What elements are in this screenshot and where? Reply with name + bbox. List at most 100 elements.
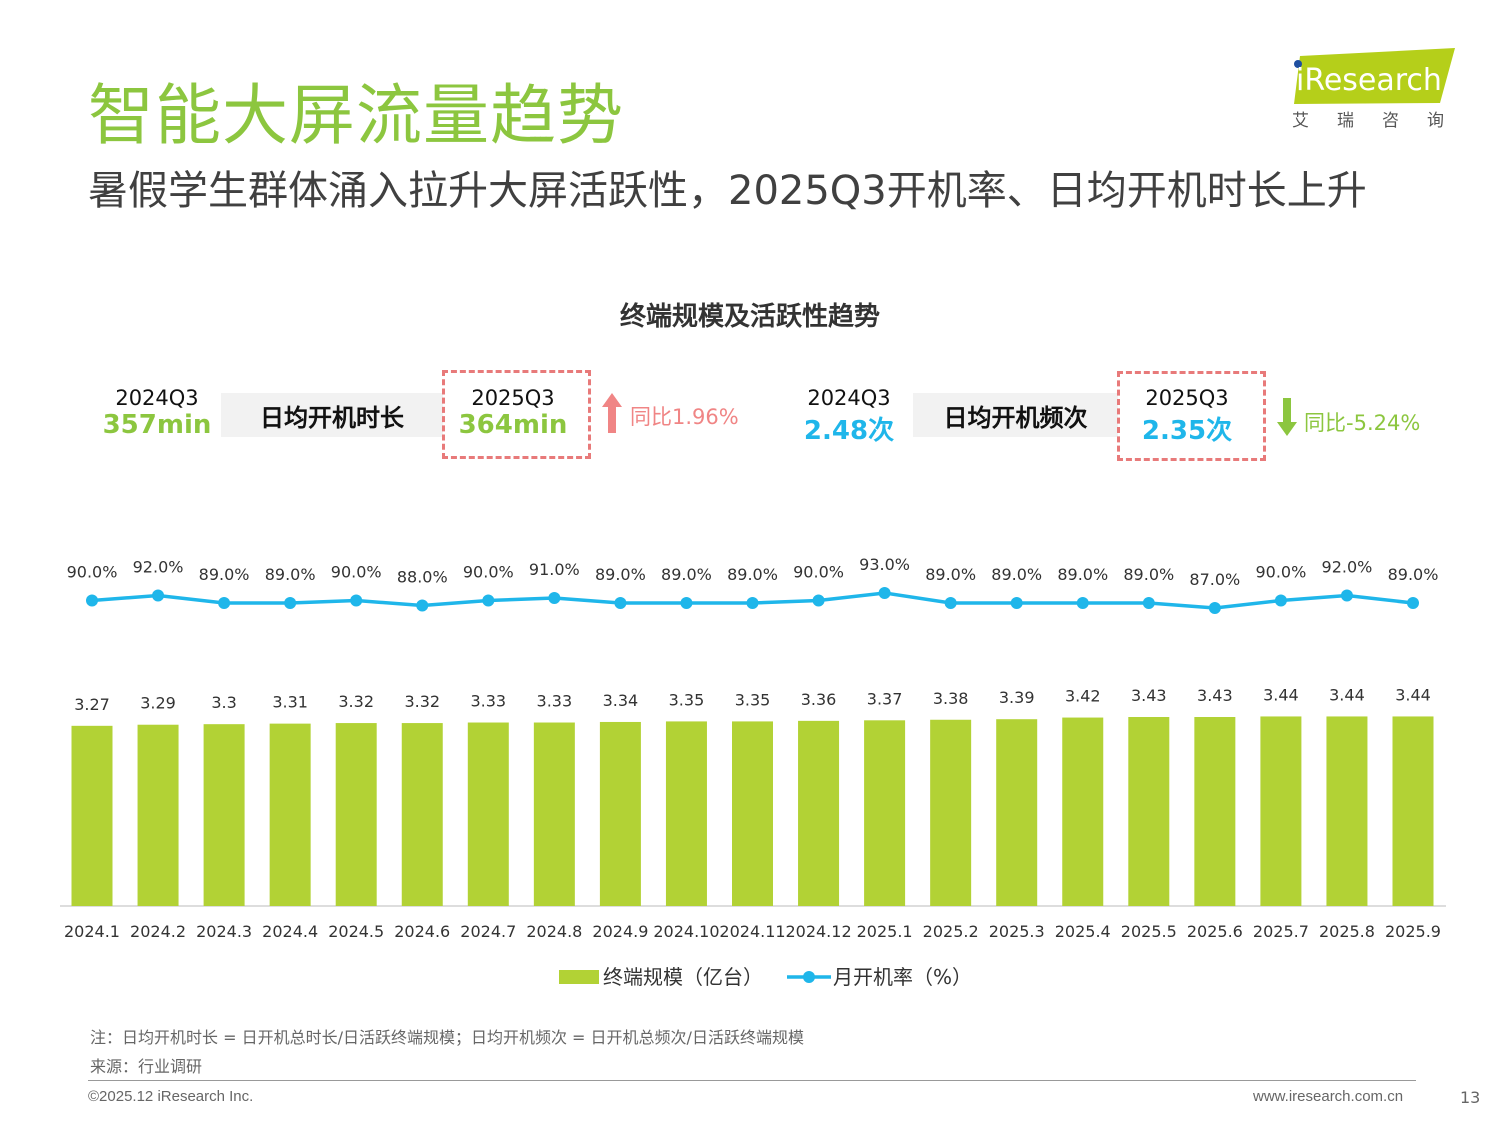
line-point <box>416 599 429 612</box>
bar-data-label: 3.44 <box>1263 685 1299 704</box>
kpi-duration-change: 同比1.96% <box>630 405 739 429</box>
legend-bar-swatch <box>559 970 599 984</box>
line-data-label: 90.0% <box>463 563 514 582</box>
line-point <box>944 597 957 609</box>
bar <box>732 721 773 906</box>
kpi-frequency-prev-value: 2.48次 <box>803 416 895 446</box>
line-data-label: 90.0% <box>67 563 118 582</box>
line-data-label: 89.0% <box>991 565 1042 584</box>
line-point <box>284 597 297 609</box>
page-number: 13 <box>1460 1088 1481 1107</box>
bar-data-label: 3.31 <box>272 693 308 712</box>
line-data-label: 89.0% <box>727 565 778 584</box>
x-tick-label: 2024.11 <box>719 922 785 941</box>
kpi-duration-prev-label: 2024Q3 <box>115 386 199 410</box>
line-point <box>878 587 891 599</box>
x-tick-label: 2025.7 <box>1253 922 1309 941</box>
bar-data-label: 3.33 <box>470 692 506 711</box>
x-tick-label: 2024.10 <box>653 922 719 941</box>
bar <box>1194 717 1236 906</box>
kpi-duration-prev-value: 357min <box>102 410 212 440</box>
bar-data-label: 3.34 <box>603 691 639 710</box>
x-tick-label: 2024.3 <box>196 922 252 941</box>
line-point <box>1010 597 1023 609</box>
x-tick-label: 2025.2 <box>923 922 979 941</box>
line-point <box>482 594 495 607</box>
bar-data-label: 3.27 <box>74 695 110 714</box>
line-data-label: 91.0% <box>529 560 580 579</box>
bar <box>864 720 906 906</box>
svg-text:iResearch: iResearch <box>1296 63 1442 98</box>
kpi-frequency-curr-value: 2.35次 <box>1141 416 1233 446</box>
bar-data-label: 3.42 <box>1065 687 1101 706</box>
legend-line-marker <box>803 971 815 983</box>
bar-data-label: 3.35 <box>669 690 705 709</box>
bar <box>269 723 311 906</box>
combo-chart: 3.27 2024.1 3.29 2024.2 3.3 2024.3 3.31 2024.4 3… <box>60 555 1446 989</box>
bar-data-label: 3.29 <box>140 694 176 713</box>
line-data-label: 87.0% <box>1189 570 1240 589</box>
line-data-label: 89.0% <box>1057 565 1108 584</box>
x-tick-label: 2025.6 <box>1187 922 1243 941</box>
line-point <box>218 597 231 609</box>
x-tick-label: 2025.8 <box>1319 922 1375 941</box>
line-point <box>812 594 825 607</box>
svg-text:艾瑞咨询: 艾瑞咨询 <box>1292 111 1460 131</box>
bar <box>467 722 509 906</box>
kpi-duration-metric: 日均开机时长 <box>221 393 443 437</box>
x-tick-label: 2025.9 <box>1385 922 1441 941</box>
line-data-label: 93.0% <box>859 555 910 574</box>
line-data-label: 92.0% <box>1322 558 1373 577</box>
page-title: 智能大屏流量趋势 <box>88 77 624 154</box>
kpi-frequency-change: 同比-5.24% <box>1304 411 1421 435</box>
bar <box>1062 717 1104 906</box>
chart-title: 终端规模及活跃性趋势 <box>619 302 880 332</box>
kpi-duration-curr-label: 2025Q3 <box>471 386 555 410</box>
iresearch-logo: iResearch 艾瑞咨询 <box>1290 48 1460 138</box>
bar-data-label: 3.36 <box>801 690 837 709</box>
line-point <box>746 597 759 609</box>
line-data-label: 89.0% <box>595 565 646 584</box>
x-tick-label: 2024.4 <box>262 922 318 941</box>
line-data-label: 89.0% <box>925 565 976 584</box>
legend-line-label: 月开机率（%） <box>833 965 972 989</box>
x-tick-label: 2025.1 <box>857 922 913 941</box>
line-data-label: 89.0% <box>265 565 316 584</box>
line-point <box>614 597 627 609</box>
line-data-label: 89.0% <box>661 565 712 584</box>
line-point <box>350 594 363 607</box>
line-point <box>86 594 98 607</box>
bar <box>1260 716 1302 906</box>
arrow-up-icon <box>602 393 622 433</box>
line-point <box>152 589 165 602</box>
footnote: 注：日均开机时长 = 日开机总时长/日活跃终端规模；日均开机频次 = 日开机总频… <box>90 1028 804 1047</box>
bar-data-label: 3.43 <box>1131 686 1167 705</box>
bar <box>137 724 179 906</box>
x-tick-label: 2024.12 <box>785 922 851 941</box>
bar-data-label: 3.39 <box>999 688 1035 707</box>
x-tick-label: 2024.7 <box>460 922 516 941</box>
bar <box>335 723 377 906</box>
footer-divider <box>88 1080 1416 1081</box>
line-point <box>1340 589 1353 602</box>
line-point <box>1142 597 1155 609</box>
bar-data-label: 3.44 <box>1395 685 1431 704</box>
copyright: ©2025.12 iResearch Inc. <box>88 1088 254 1105</box>
bar-data-label: 3.44 <box>1329 685 1365 704</box>
bar <box>1392 716 1434 906</box>
bar-data-label: 3.32 <box>338 692 374 711</box>
x-tick-label: 2025.5 <box>1121 922 1177 941</box>
line-data-label: 92.0% <box>133 558 184 577</box>
line-data-label: 90.0% <box>1255 563 1306 582</box>
bar-data-label: 3.32 <box>404 692 440 711</box>
x-tick-label: 2024.8 <box>526 922 582 941</box>
legend-bar-label: 终端规模（亿台） <box>603 965 763 989</box>
bar <box>930 719 972 906</box>
bar-data-label: 3.35 <box>735 690 771 709</box>
kpi-frequency-prev-label: 2024Q3 <box>807 386 891 410</box>
line-point <box>1208 602 1221 614</box>
website: www.iresearch.com.cn <box>1253 1088 1404 1105</box>
bar-data-label: 3.38 <box>933 689 969 708</box>
kpi-duration-current-box <box>442 370 591 459</box>
bar <box>665 721 707 906</box>
